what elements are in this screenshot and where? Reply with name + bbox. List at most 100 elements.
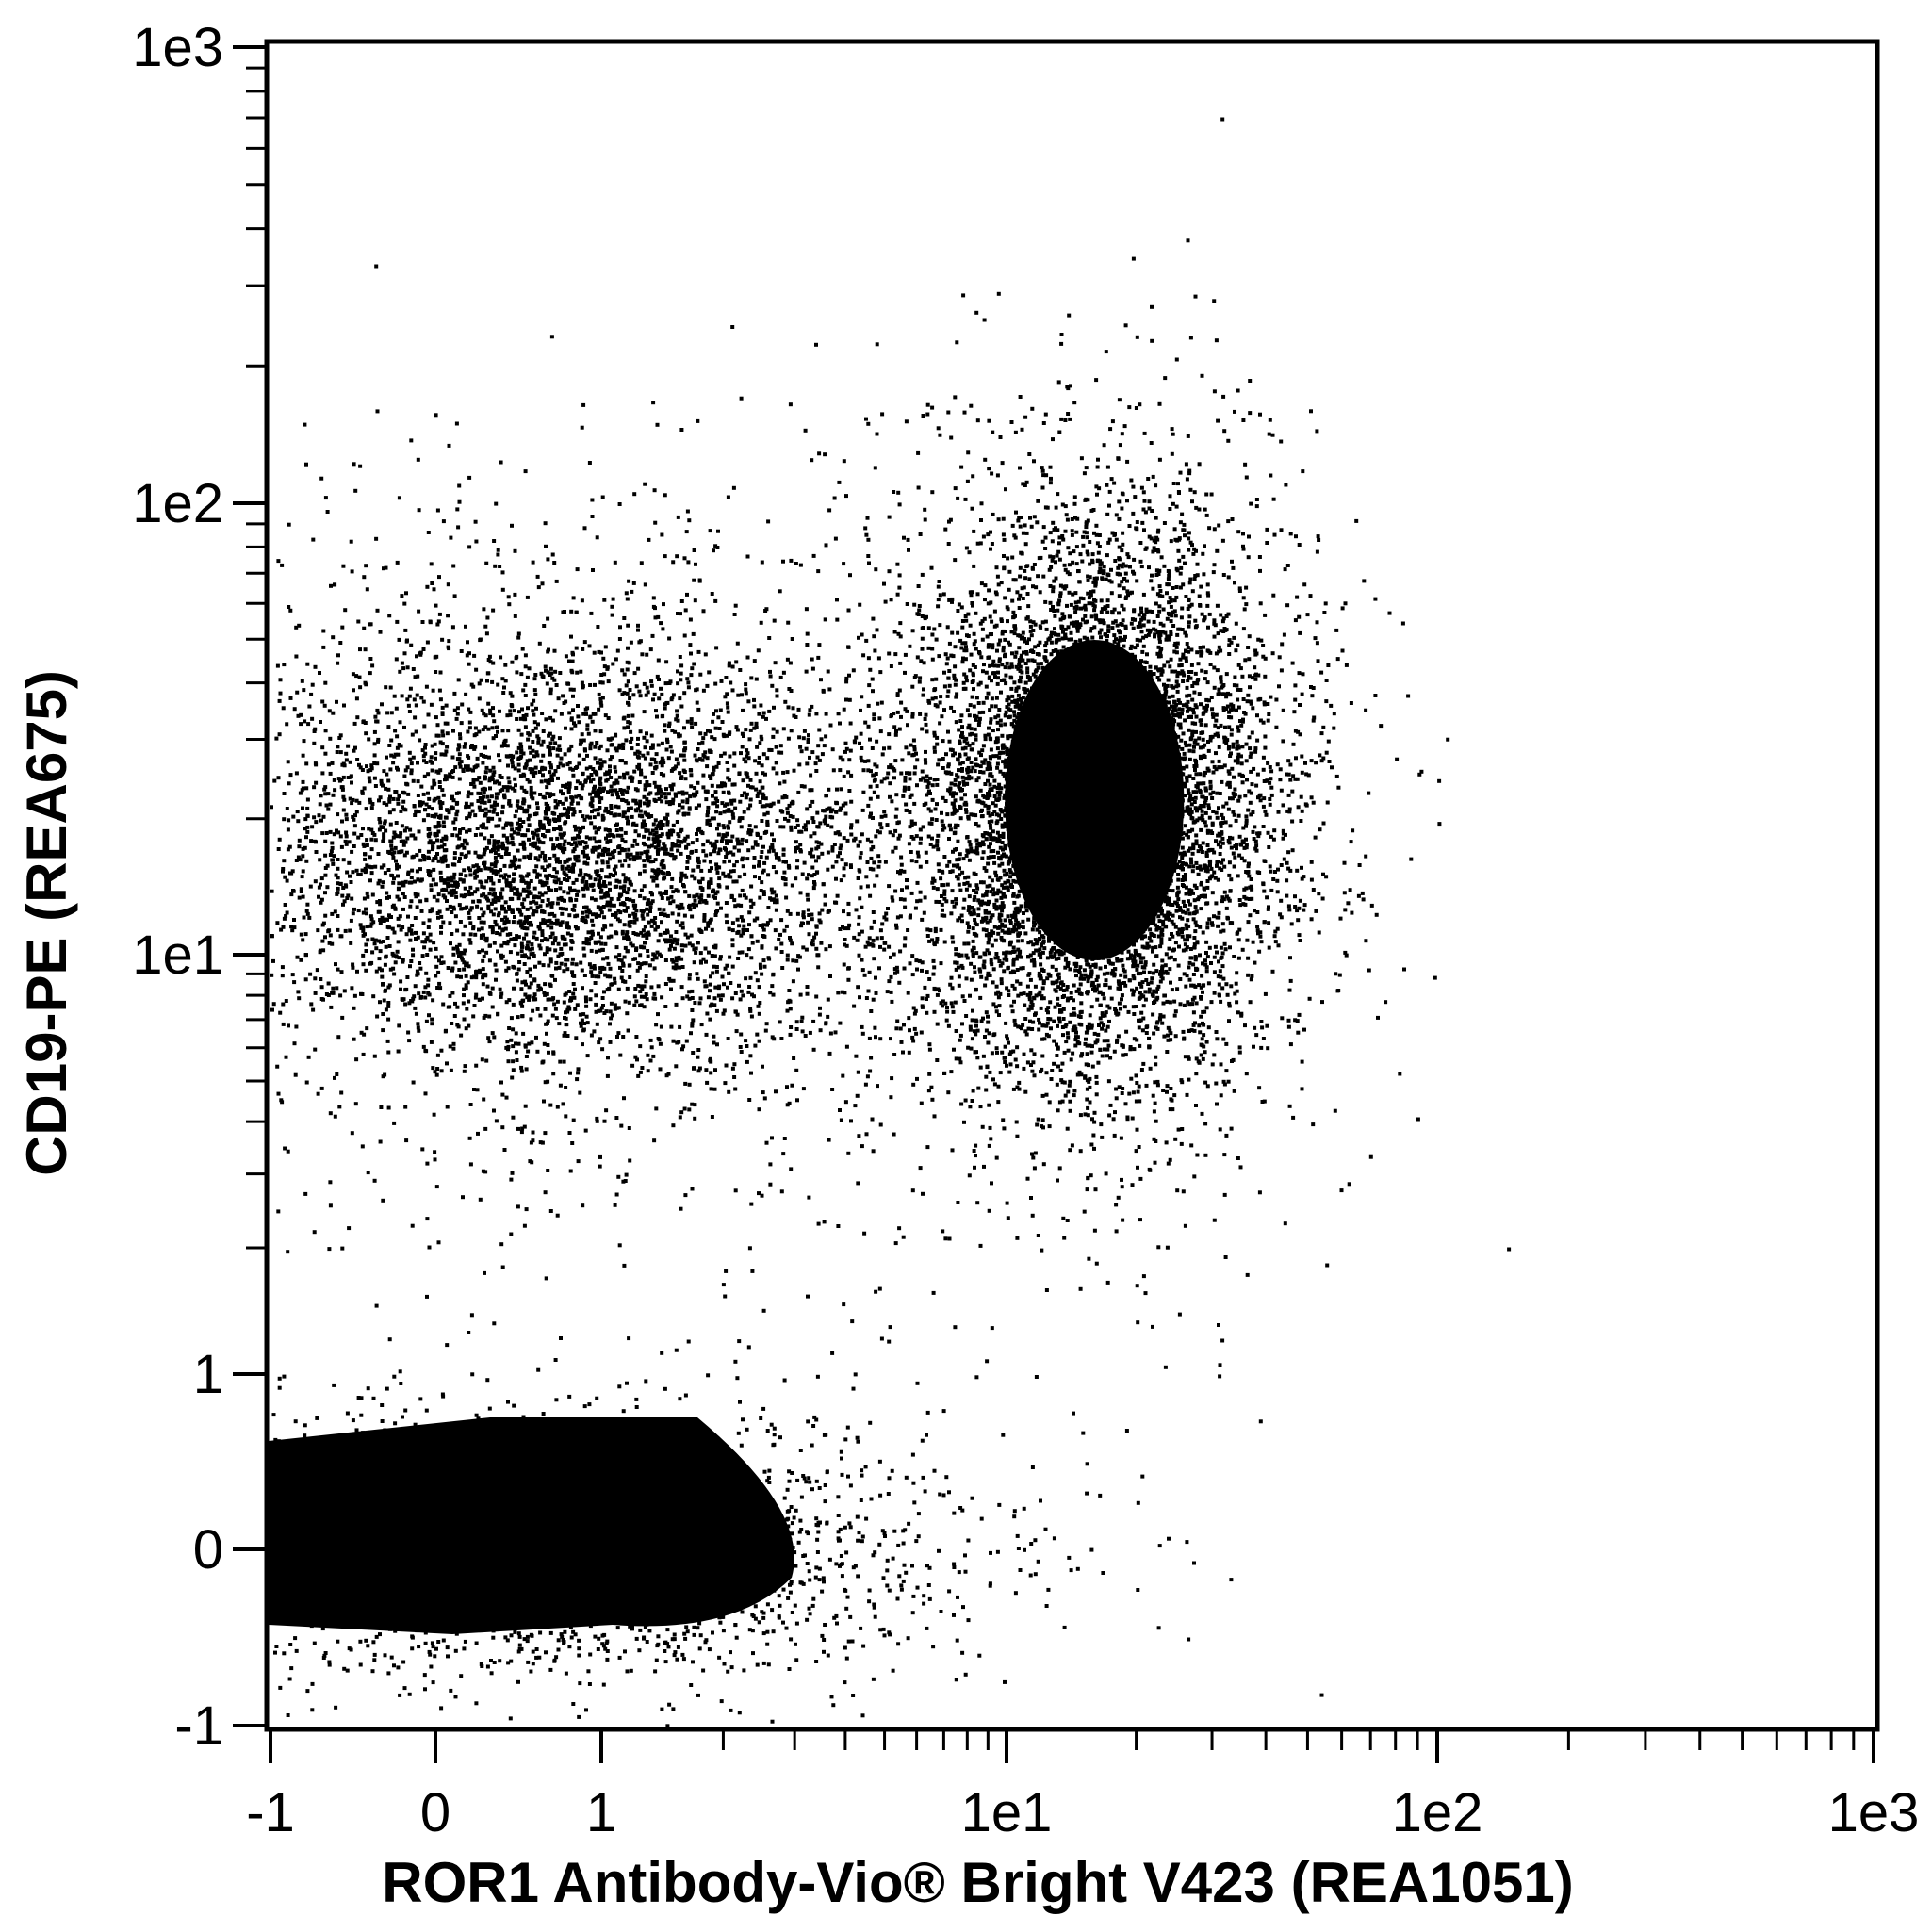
event-dot bbox=[483, 807, 488, 811]
event-dot bbox=[1012, 1514, 1017, 1519]
event-dot bbox=[899, 1587, 904, 1592]
event-dot bbox=[627, 661, 631, 665]
event-dot bbox=[479, 1573, 483, 1578]
event-dot bbox=[645, 797, 649, 802]
event-dot bbox=[401, 843, 406, 847]
event-dot bbox=[1062, 1625, 1067, 1629]
event-dot bbox=[977, 711, 982, 715]
event-dot bbox=[282, 1454, 287, 1459]
event-dot bbox=[404, 1507, 409, 1512]
event-dot bbox=[564, 1593, 568, 1596]
event-dot bbox=[615, 822, 619, 827]
event-dot bbox=[305, 1689, 310, 1694]
event-dot bbox=[303, 845, 307, 850]
event-dot bbox=[397, 850, 401, 855]
event-dot bbox=[532, 677, 537, 681]
event-dot bbox=[798, 1449, 803, 1452]
event-dot bbox=[645, 1551, 648, 1556]
event-dot bbox=[451, 1629, 456, 1633]
event-dot bbox=[314, 850, 319, 854]
event-dot bbox=[745, 772, 749, 777]
event-dot bbox=[517, 858, 522, 862]
event-dot bbox=[530, 942, 534, 947]
event-dot bbox=[596, 905, 600, 909]
event-dot bbox=[748, 785, 753, 790]
event-dot bbox=[415, 905, 419, 909]
event-dot bbox=[482, 910, 486, 915]
event-dot bbox=[593, 877, 598, 882]
event-dot bbox=[323, 839, 328, 843]
event-dot bbox=[540, 892, 545, 897]
event-dot bbox=[419, 1527, 424, 1531]
event-dot bbox=[802, 729, 807, 733]
event-dot bbox=[349, 880, 353, 884]
event-dot bbox=[669, 1481, 674, 1485]
event-dot bbox=[538, 1630, 543, 1635]
event-dot bbox=[901, 1050, 905, 1055]
event-dot bbox=[689, 773, 694, 778]
event-dot bbox=[550, 901, 555, 906]
event-dot bbox=[754, 787, 759, 792]
event-dot bbox=[431, 859, 435, 863]
event-dot bbox=[596, 1588, 600, 1592]
event-dot bbox=[558, 1564, 563, 1569]
event-dot bbox=[486, 904, 491, 909]
event-dot bbox=[575, 1455, 580, 1460]
event-dot bbox=[652, 1537, 657, 1542]
event-dot bbox=[548, 1517, 552, 1522]
event-dot bbox=[635, 1578, 640, 1582]
event-dot bbox=[403, 1408, 408, 1413]
event-dot bbox=[676, 515, 680, 519]
event-dot bbox=[459, 1587, 463, 1592]
event-dot bbox=[801, 1581, 806, 1586]
event-dot bbox=[386, 1004, 391, 1008]
event-dot bbox=[399, 927, 403, 932]
event-dot bbox=[653, 858, 658, 862]
event-dot bbox=[738, 1519, 743, 1524]
event-dot bbox=[599, 763, 604, 768]
event-dot bbox=[340, 785, 345, 790]
event-dot bbox=[436, 824, 441, 828]
event-dot bbox=[513, 814, 517, 819]
event-dot bbox=[455, 974, 460, 979]
event-dot bbox=[1101, 1571, 1105, 1575]
event-dot bbox=[326, 792, 331, 796]
event-dot bbox=[888, 1632, 892, 1637]
event-dot bbox=[496, 1012, 500, 1017]
event-dot bbox=[499, 1080, 503, 1085]
event-dot bbox=[873, 1614, 877, 1619]
event-dot bbox=[744, 1557, 748, 1562]
event-dot bbox=[640, 913, 645, 918]
event-dot bbox=[415, 1629, 419, 1633]
event-dot bbox=[465, 1577, 469, 1581]
event-dot bbox=[498, 1541, 502, 1546]
event-dot bbox=[600, 817, 605, 822]
event-dot bbox=[360, 1492, 365, 1497]
event-dot bbox=[649, 683, 654, 688]
event-dot bbox=[682, 838, 687, 843]
event-dot bbox=[529, 921, 533, 925]
event-dot bbox=[372, 729, 377, 734]
event-dot bbox=[390, 926, 395, 931]
event-dot bbox=[646, 690, 650, 695]
event-dot bbox=[763, 1498, 768, 1502]
event-dot bbox=[697, 1066, 702, 1071]
event-dot bbox=[341, 858, 346, 862]
event-dot bbox=[656, 788, 661, 792]
event-dot bbox=[289, 925, 294, 929]
event-dot bbox=[679, 957, 684, 961]
event-dot bbox=[760, 880, 764, 885]
event-dot bbox=[593, 729, 598, 733]
event-dot bbox=[539, 671, 544, 676]
event-dot bbox=[548, 687, 553, 692]
event-dot bbox=[857, 635, 860, 640]
event-dot bbox=[656, 791, 661, 795]
event-dot bbox=[629, 1517, 633, 1522]
event-dot bbox=[435, 1518, 440, 1523]
event-dot bbox=[714, 764, 719, 769]
event-dot bbox=[313, 1556, 318, 1561]
event-dot bbox=[499, 844, 502, 849]
event-dot bbox=[395, 1506, 400, 1511]
event-dot bbox=[679, 678, 683, 682]
event-dot bbox=[822, 1638, 827, 1642]
